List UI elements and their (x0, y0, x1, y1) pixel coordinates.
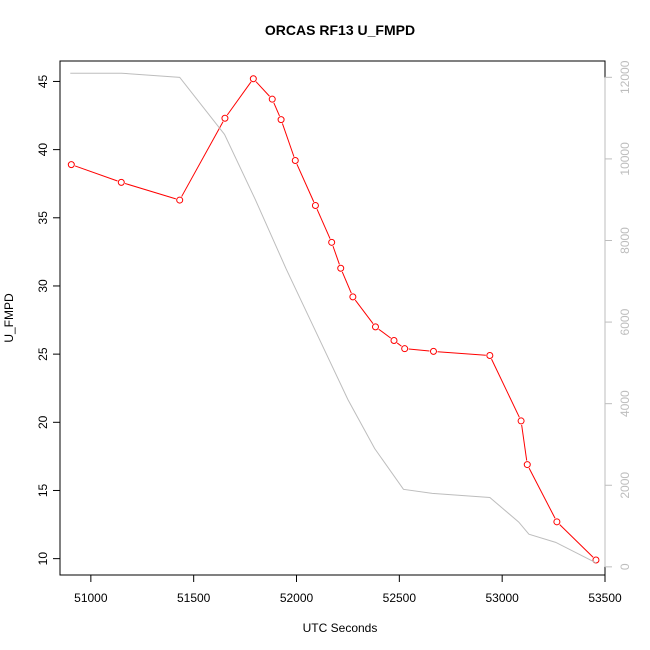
series-segment (124, 183, 177, 200)
left-tick-label: 20 (36, 415, 50, 429)
series-segment (181, 121, 224, 197)
data-point (390, 336, 398, 344)
series-segment (316, 208, 331, 239)
x-axis: 51000 51500 52000 52500 53000 53500 (74, 574, 622, 605)
left-tick-label: 25 (36, 347, 50, 361)
series-segment (226, 81, 252, 116)
right-tick-label: 10000 (618, 142, 632, 176)
x-tick-label: 53500 (588, 591, 622, 605)
series-segment (273, 102, 280, 117)
series-segment (559, 524, 594, 558)
right-tick-label: 6000 (618, 308, 632, 335)
left-y-axis: 10 15 20 25 30 35 40 45 (36, 74, 61, 566)
data-point (221, 114, 229, 122)
data-point (371, 323, 379, 331)
left-tick-label: 35 (36, 211, 50, 225)
y-axis-label: U_FMPD (2, 293, 16, 343)
series-segment (296, 163, 315, 203)
data-point (67, 161, 75, 169)
data-point (249, 75, 257, 83)
series-segment (437, 351, 486, 356)
series-segment (408, 348, 430, 352)
x-tick-label: 52500 (383, 591, 417, 605)
x-tick-label: 51000 (74, 591, 108, 605)
left-tick-label: 10 (36, 552, 50, 566)
x-axis-label: UTC Seconds (303, 621, 378, 635)
series-segment (528, 467, 556, 519)
series-segment (341, 271, 352, 294)
data-point (517, 417, 525, 425)
x-tick-label: 52000 (280, 591, 314, 605)
series-left-lines (74, 81, 594, 558)
data-point (337, 264, 345, 272)
series-segment (281, 123, 295, 157)
data-point (311, 202, 319, 210)
series-segment (378, 328, 392, 339)
data-point (291, 157, 299, 165)
right-y-axis: 0 2000 4000 6000 8000 10000 12000 (604, 60, 632, 570)
series-segment (332, 245, 340, 265)
right-tick-label: 4000 (618, 390, 632, 417)
series-layer (67, 72, 600, 564)
data-point (486, 351, 494, 359)
x-tick-label: 53000 (485, 591, 519, 605)
series-segment (521, 424, 528, 461)
series-segment (255, 81, 270, 97)
x-tick-label: 51500 (177, 591, 211, 605)
right-tick-label: 12000 (618, 60, 632, 94)
right-tick-label: 8000 (618, 227, 632, 254)
data-point (523, 461, 531, 469)
data-point (268, 95, 276, 103)
data-point (592, 556, 600, 564)
data-point (401, 345, 409, 353)
data-point (553, 518, 561, 526)
left-tick-label: 40 (36, 143, 50, 157)
left-tick-label: 45 (36, 74, 50, 88)
plot-frame (59, 60, 606, 576)
series-segment (396, 342, 402, 347)
series-segment (354, 299, 374, 324)
left-tick-label: 15 (36, 483, 50, 497)
data-point (328, 238, 336, 246)
right-tick-label: 0 (618, 563, 632, 570)
right-tick-label: 2000 (618, 472, 632, 499)
left-tick-label: 30 (36, 279, 50, 293)
series-segment (74, 165, 118, 182)
data-point (277, 116, 285, 124)
series-segment (491, 358, 520, 418)
data-point (349, 293, 357, 301)
chart-title: ORCAS RF13 U_FMPD (265, 22, 415, 38)
data-point (429, 347, 437, 355)
data-point (117, 178, 125, 186)
series-line-right (70, 72, 597, 564)
data-point (176, 196, 184, 204)
